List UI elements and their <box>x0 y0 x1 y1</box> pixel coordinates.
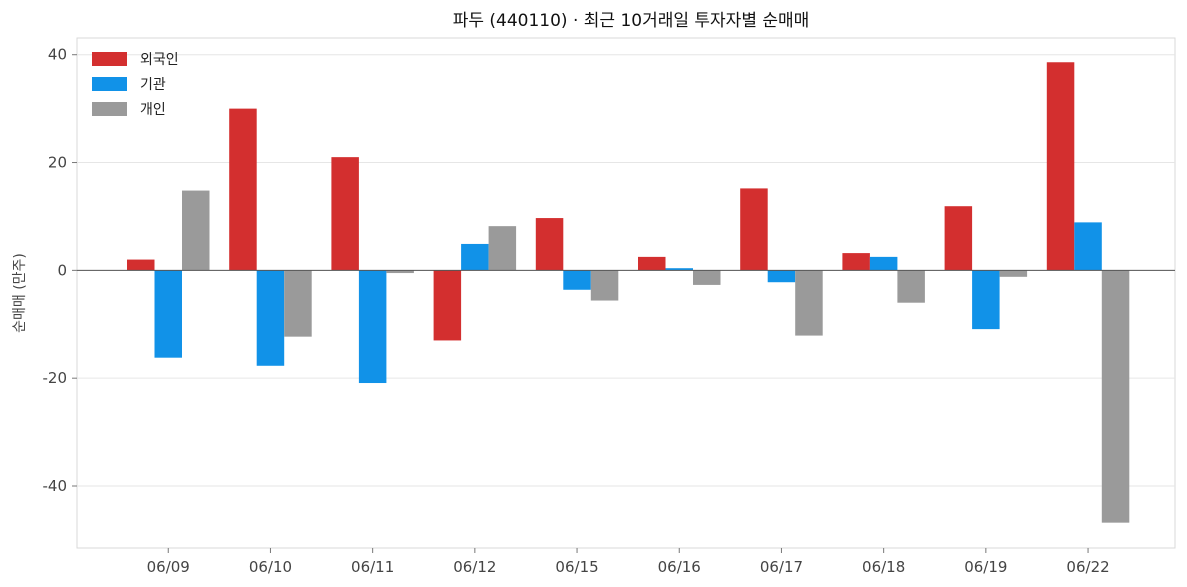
y-axis-ticks: -40 -20 0 20 40 <box>43 46 77 495</box>
legend-label: 개인 <box>140 102 166 118</box>
legend-swatch <box>92 102 127 116</box>
bar <box>842 253 870 271</box>
x-tick-label: 06/22 <box>1066 558 1109 576</box>
y-tick-label: -40 <box>43 477 68 495</box>
bar <box>461 243 489 271</box>
y-axis-label: 순매매 (만주) <box>12 253 28 333</box>
bar <box>127 259 155 271</box>
x-axis-ticks: 06/09 06/10 06/11 06/12 06/15 06/16 06/17 06/18… <box>147 548 1110 576</box>
bar <box>972 270 1000 330</box>
x-tick-label: 06/16 <box>658 558 701 576</box>
bar <box>590 270 619 301</box>
bar <box>1046 62 1075 271</box>
bar <box>433 270 462 341</box>
bar <box>256 270 285 366</box>
bar <box>182 190 210 271</box>
y-tick-label: -20 <box>43 369 68 387</box>
bar <box>638 256 666 271</box>
bar <box>693 270 721 285</box>
bar <box>1074 222 1102 271</box>
x-tick-label: 06/10 <box>249 558 292 576</box>
chart-title: 파두 (440110) · 최근 10거래일 투자자별 순매매 <box>453 11 810 31</box>
x-tick-label: 06/15 <box>555 558 598 576</box>
x-tick-label: 06/09 <box>147 558 190 576</box>
bar <box>284 270 312 337</box>
bar <box>1101 270 1130 523</box>
x-tick-label: 06/19 <box>964 558 1007 576</box>
bar <box>795 270 823 336</box>
bar <box>535 218 564 271</box>
bar <box>897 270 925 303</box>
y-tick-label: 40 <box>48 46 67 64</box>
bar <box>767 270 796 283</box>
x-tick-label: 06/12 <box>453 558 496 576</box>
bar <box>488 226 517 271</box>
x-tick-label: 06/11 <box>351 558 394 576</box>
bar <box>944 206 973 271</box>
bar <box>386 270 414 274</box>
bar <box>358 270 387 384</box>
bar <box>563 270 591 290</box>
x-tick-label: 06/18 <box>862 558 905 576</box>
bar <box>665 268 693 271</box>
legend-swatch <box>92 52 127 66</box>
legend-swatch <box>92 77 127 91</box>
bar <box>869 256 898 271</box>
legend-label: 기관 <box>140 77 166 93</box>
bar <box>229 108 257 271</box>
bar <box>999 270 1028 277</box>
x-tick-label: 06/17 <box>760 558 803 576</box>
bars <box>127 62 1130 523</box>
y-tick-label: 20 <box>48 154 67 172</box>
bar <box>154 270 182 358</box>
y-tick-label: 0 <box>57 261 67 279</box>
bar <box>740 188 768 271</box>
legend-label: 외국인 <box>140 52 179 68</box>
bar <box>331 157 359 271</box>
